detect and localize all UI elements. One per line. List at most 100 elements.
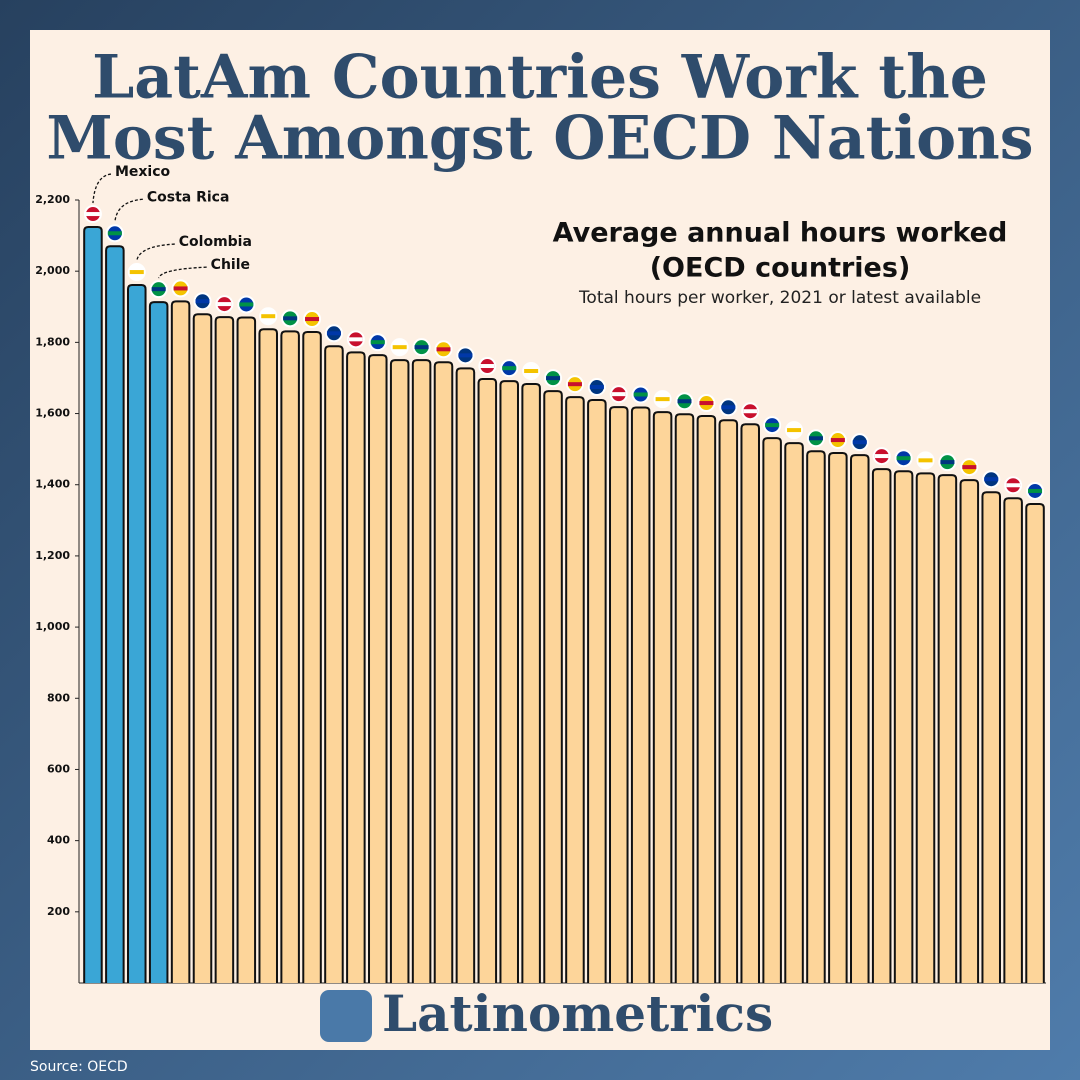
bar	[192, 313, 213, 983]
bar	[302, 331, 322, 983]
flag-stripe	[239, 302, 254, 307]
bar	[937, 474, 958, 983]
flag-stripe	[436, 347, 451, 352]
flag-stripe	[677, 399, 692, 404]
bar	[871, 468, 892, 983]
flag-stripe	[480, 364, 495, 369]
flag-stripe	[655, 397, 670, 402]
bar	[981, 491, 1001, 983]
bar	[521, 383, 541, 983]
flag-stripe	[392, 345, 407, 350]
flag-stripe	[85, 212, 100, 217]
bar	[411, 359, 432, 983]
flag-stripe	[195, 299, 210, 304]
bar	[389, 359, 410, 983]
flag-stripe	[546, 376, 561, 381]
bar	[105, 245, 125, 983]
annotation: Costa Rica	[147, 189, 230, 205]
y-tick-label: 200	[47, 905, 70, 918]
bar	[850, 454, 870, 983]
flag-stripe	[896, 456, 911, 461]
annotation: Colombia	[179, 234, 252, 250]
bar	[280, 330, 300, 983]
flag-stripe	[283, 316, 298, 321]
flag-stripe	[502, 366, 517, 371]
flag-stripe	[107, 231, 122, 236]
flag-stripe	[984, 477, 999, 482]
flag-stripe	[852, 440, 867, 445]
y-tick-label: 2,200	[35, 193, 70, 206]
bar	[674, 413, 695, 983]
bar	[368, 354, 388, 983]
bar	[127, 284, 147, 983]
flag-stripe	[129, 270, 144, 275]
flag-stripe	[458, 353, 473, 358]
chart-title: Most Amongst OECD Nations	[46, 104, 1033, 174]
bar	[1025, 502, 1045, 983]
flag-stripe	[787, 428, 802, 433]
bar	[893, 470, 914, 983]
bar	[543, 390, 563, 983]
flag-stripe	[874, 454, 889, 459]
flag-stripe	[611, 392, 626, 397]
y-tick-label: 800	[47, 691, 70, 704]
bar	[609, 406, 629, 983]
bar	[214, 316, 235, 983]
flag-stripe	[918, 458, 933, 463]
flag-stripe	[765, 423, 780, 428]
flag-stripe	[348, 337, 363, 342]
bar	[806, 450, 826, 983]
bar	[236, 316, 257, 983]
subtitle: Average annual hours worked	[553, 218, 1008, 249]
y-tick-label: 600	[47, 762, 70, 775]
y-tick-label: 1,200	[35, 549, 70, 562]
flag-stripe	[326, 331, 341, 336]
bar	[258, 328, 278, 983]
flag-stripe	[524, 369, 539, 374]
flag-stripe	[414, 345, 429, 350]
annotation: Chile	[211, 257, 250, 273]
logo	[320, 990, 372, 1042]
bar	[148, 301, 169, 983]
note: Total hours per worker, 2021 or latest a…	[578, 288, 981, 308]
flag-stripe	[305, 317, 320, 322]
bar	[455, 367, 476, 983]
flag-stripe	[940, 460, 955, 465]
bar	[696, 415, 717, 983]
bar	[915, 472, 936, 983]
bar	[740, 423, 760, 983]
bar	[718, 419, 739, 983]
annotation: Mexico	[115, 164, 171, 180]
flag-stripe	[808, 436, 823, 441]
flag-stripe	[589, 385, 604, 390]
flag-stripe	[217, 302, 232, 307]
flag-stripe	[1028, 488, 1043, 493]
annotation-arrow	[92, 173, 112, 204]
y-tick-label: 1,000	[35, 620, 70, 633]
y-tick-label: 1,800	[35, 335, 70, 348]
y-tick-label: 1,600	[35, 407, 70, 420]
annotation-arrow	[158, 266, 207, 279]
annotation-arrow	[114, 198, 143, 223]
flag-stripe	[830, 438, 845, 443]
flag-stripe	[721, 405, 736, 410]
bar	[324, 345, 344, 983]
bar	[652, 411, 673, 983]
flag-stripe	[151, 287, 166, 292]
chart-title: LatAm Countries Work the	[92, 43, 988, 113]
flag-stripe	[699, 401, 714, 406]
bar	[170, 300, 191, 983]
flag-stripe	[261, 314, 276, 319]
y-tick-label: 400	[47, 834, 70, 847]
bar	[477, 378, 498, 983]
bar	[565, 396, 585, 983]
bar	[630, 406, 651, 983]
bar	[784, 442, 804, 983]
source: Source: OECD	[30, 1059, 128, 1075]
flag-stripe	[370, 340, 385, 345]
y-tick-label: 2,000	[35, 264, 70, 277]
bar	[762, 437, 782, 983]
subtitle: (OECD countries)	[650, 253, 911, 284]
y-tick-label: 1,400	[35, 478, 70, 491]
